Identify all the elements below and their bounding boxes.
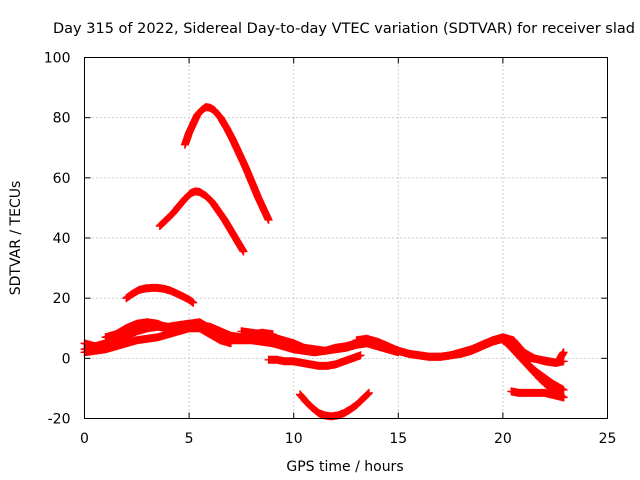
series-markers [519,348,568,367]
x-tick-label: 15 [389,431,407,447]
x-tick-label: 0 [80,431,89,447]
axes: 0 5 10 15 20 25 -20 0 20 40 60 80 100 [44,51,617,448]
series-band-8 [264,351,365,370]
series-arc-mid [122,283,198,307]
y-tick-label: 60 [53,171,71,187]
y-tick-label: -20 [48,412,71,428]
x-tick-label: 20 [494,431,512,447]
series-markers [155,187,248,256]
y-tick-label: 20 [53,291,71,307]
x-tick-label: 5 [185,431,194,447]
series-arc-low [296,388,373,421]
series-markers [180,103,273,224]
y-tick-label: 40 [53,231,71,247]
data-layer [80,103,568,421]
y-tick-label: 100 [44,51,71,67]
series-markers [101,318,256,343]
y-tick-label: 0 [62,351,71,367]
series-tail-4 [519,348,568,367]
y-tick-label: 80 [53,111,71,127]
series-arc-high-1 [180,103,273,224]
x-tick-label: 25 [599,431,617,447]
x-axis-label: GPS time / hours [286,459,403,475]
series-markers [122,283,198,307]
series-band-4 [101,318,256,343]
series-arc-high-2 [155,187,248,256]
y-axis-label: SDTVAR / TECUs [8,181,24,296]
series-tail-3 [507,387,568,402]
series-markers [507,387,568,402]
series-markers [264,351,365,370]
x-tick-label: 10 [285,431,303,447]
chart-title: Day 315 of 2022, Sidereal Day-to-day VTE… [53,21,635,37]
series-markers [296,388,373,421]
